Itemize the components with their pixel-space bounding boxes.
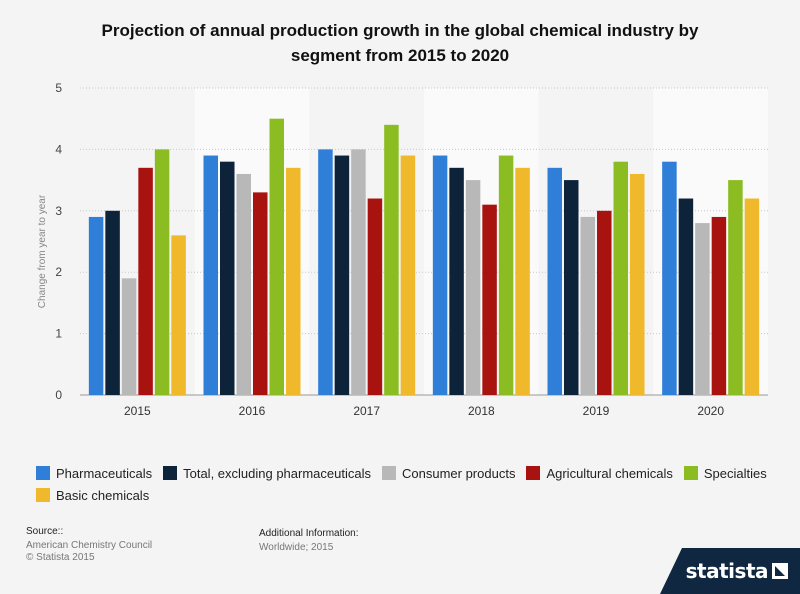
bar (432, 155, 448, 395)
legend-label: Agricultural chemicals (546, 465, 673, 481)
bar (121, 278, 137, 395)
bar (613, 161, 628, 395)
bar (564, 180, 579, 395)
bar (597, 210, 612, 395)
bar (678, 198, 694, 395)
bar (662, 161, 677, 395)
bar (253, 192, 268, 395)
bar (105, 210, 120, 395)
y-tick-label: 5 (55, 81, 62, 95)
bar (154, 149, 170, 395)
source-label: Source:: (26, 526, 64, 537)
bar (367, 198, 383, 395)
brand-name: statista (685, 559, 769, 583)
bar (269, 118, 284, 395)
legend-label: Total, excluding pharmaceuticals (183, 465, 371, 481)
legend-swatch (36, 466, 50, 480)
bar (630, 173, 645, 395)
bar (449, 167, 464, 395)
bar (465, 180, 481, 395)
x-tick-label: 2017 (353, 404, 380, 418)
x-tick-label: 2016 (239, 404, 266, 418)
bar (515, 167, 530, 395)
chart-title-line-1: Projection of annual production growth i… (101, 21, 699, 40)
bar (286, 167, 301, 395)
y-axis-title: Change from year to year (37, 194, 48, 308)
source-copyright: © Statista 2015 (26, 552, 95, 563)
legend-item[interactable]: Agricultural chemicals (526, 462, 673, 484)
chart-title-line-2: segment from 2015 to 2020 (290, 46, 510, 65)
x-tick-label: 2015 (124, 404, 151, 418)
x-tick-label: 2019 (583, 404, 610, 418)
source-block: Source:: American Chemistry Council © St… (26, 526, 152, 564)
additional-info-block: Additional Information: Worldwide; 2015 (259, 528, 359, 554)
legend-item[interactable]: Basic chemicals (36, 484, 149, 506)
bar (171, 235, 186, 395)
legend-item[interactable]: Total, excluding pharmaceuticals (163, 462, 371, 484)
bar (220, 161, 235, 395)
x-tick-label: 2018 (468, 404, 495, 418)
y-tick-label: 3 (55, 204, 62, 218)
chart-legend: Pharmaceuticals Total, excluding pharmace… (36, 462, 796, 506)
legend-swatch (36, 488, 50, 502)
legend-label: Basic chemicals (56, 487, 150, 503)
legend-label: Specialties (703, 465, 767, 481)
legend-item[interactable]: Consumer products (382, 462, 515, 484)
bar (744, 198, 760, 395)
y-tick-label: 4 (55, 142, 62, 156)
bar (580, 216, 595, 395)
bar (318, 149, 333, 395)
bar (351, 149, 366, 395)
additional-info-text: Worldwide; 2015 (259, 542, 334, 553)
legend-swatch (683, 466, 698, 480)
bar (203, 155, 218, 395)
bar (88, 216, 104, 395)
y-tick-label: 2 (55, 265, 62, 279)
y-tick-label: 0 (55, 388, 62, 402)
bar (138, 167, 153, 395)
legend-label: Consumer products (402, 465, 516, 481)
y-tick-label: 1 (55, 327, 62, 341)
legend-swatch (163, 466, 178, 480)
legend-swatch (526, 466, 541, 480)
legend-swatch (382, 466, 396, 480)
bar (498, 155, 514, 395)
x-tick-label: 2020 (697, 404, 724, 418)
bar (695, 223, 710, 395)
legend-item[interactable]: Specialties (683, 462, 767, 484)
bar (236, 173, 251, 395)
bar (400, 155, 416, 395)
chart-plot: 0 1 2 3 4 5 Change from year to year 2015 2016 20… (37, 81, 768, 418)
source-publisher: American Chemistry Council (26, 540, 153, 551)
bar (711, 216, 727, 395)
bar (384, 124, 399, 395)
legend-item[interactable]: Pharmaceuticals (36, 462, 152, 484)
bar (482, 204, 497, 395)
additional-info-label: Additional Information: (259, 528, 359, 539)
statista-mark-icon (772, 563, 788, 579)
chart-title: Projection of annual production growth i… (20, 18, 780, 68)
statista-logo[interactable]: statista (660, 548, 800, 594)
bar (334, 155, 350, 395)
bar (547, 167, 562, 395)
bar (728, 180, 743, 395)
legend-label: Pharmaceuticals (56, 465, 153, 481)
